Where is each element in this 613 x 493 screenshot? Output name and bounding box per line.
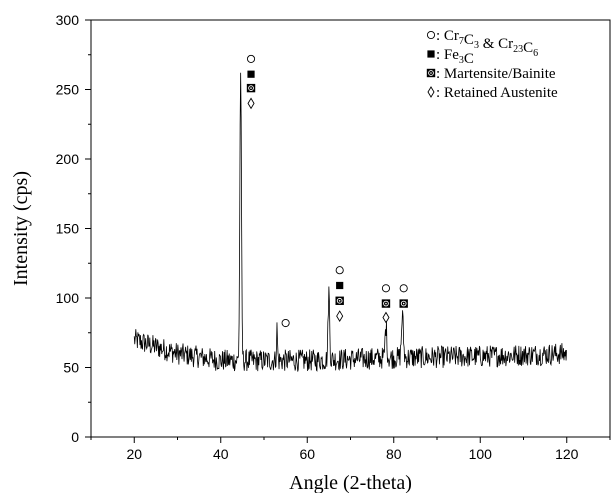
dotted-square-marker <box>335 296 344 305</box>
xrd-pattern-line <box>133 72 567 372</box>
dotted-square-marker <box>399 299 408 308</box>
x-tick-label: 20 <box>126 446 142 462</box>
axis-ticks: 20 40 60 80 100 120 0 50 100 150 200 250 300 <box>56 12 611 462</box>
legend-label: : Cr7C3 & Cr23C6 <box>436 28 538 59</box>
dotted-square-marker <box>426 68 436 78</box>
open-circle-marker <box>399 284 408 293</box>
dotted-square-marker <box>381 299 391 308</box>
open-circle-marker <box>381 284 391 293</box>
y-tick-label: 150 <box>56 221 80 237</box>
y-tick-label: 300 <box>56 12 80 28</box>
open-diamond-marker <box>427 86 435 98</box>
phase-markers <box>246 54 408 328</box>
legend-label: : Retained Austenite <box>436 85 558 101</box>
x-tick-label: 60 <box>299 446 315 462</box>
y-tick-label: 250 <box>56 82 80 98</box>
filled-square-marker <box>427 50 435 58</box>
filled-square-marker <box>336 281 344 290</box>
y-tick-label: 100 <box>56 290 80 306</box>
dotted-square-marker <box>246 83 256 93</box>
legend-label: : Fe3C <box>436 47 474 67</box>
open-circle-marker <box>426 30 436 40</box>
x-axis-title: Angle (2-theta) <box>289 472 412 493</box>
open-circle-marker <box>246 54 256 63</box>
y-tick-label: 0 <box>71 429 79 445</box>
x-tick-label: 40 <box>213 446 229 462</box>
open-circle-marker <box>281 318 290 328</box>
x-tick-label: 100 <box>469 446 493 462</box>
legend: : Cr7C3 & Cr23C6: Fe3C: Martensite/Baini… <box>426 28 558 101</box>
x-tick-label: 80 <box>386 446 402 462</box>
open-diamond-marker <box>336 310 344 322</box>
x-tick-label: 120 <box>555 446 579 462</box>
y-tick-label: 200 <box>56 151 80 167</box>
open-diamond-marker <box>247 97 255 110</box>
filled-square-marker <box>247 70 255 78</box>
legend-label: : Martensite/Bainite <box>436 66 556 82</box>
plot-frame <box>90 19 611 438</box>
y-axis-title: Intensity (cps) <box>10 171 32 286</box>
open-circle-marker <box>335 266 344 275</box>
open-diamond-marker <box>382 311 390 324</box>
y-tick-label: 50 <box>63 360 79 376</box>
